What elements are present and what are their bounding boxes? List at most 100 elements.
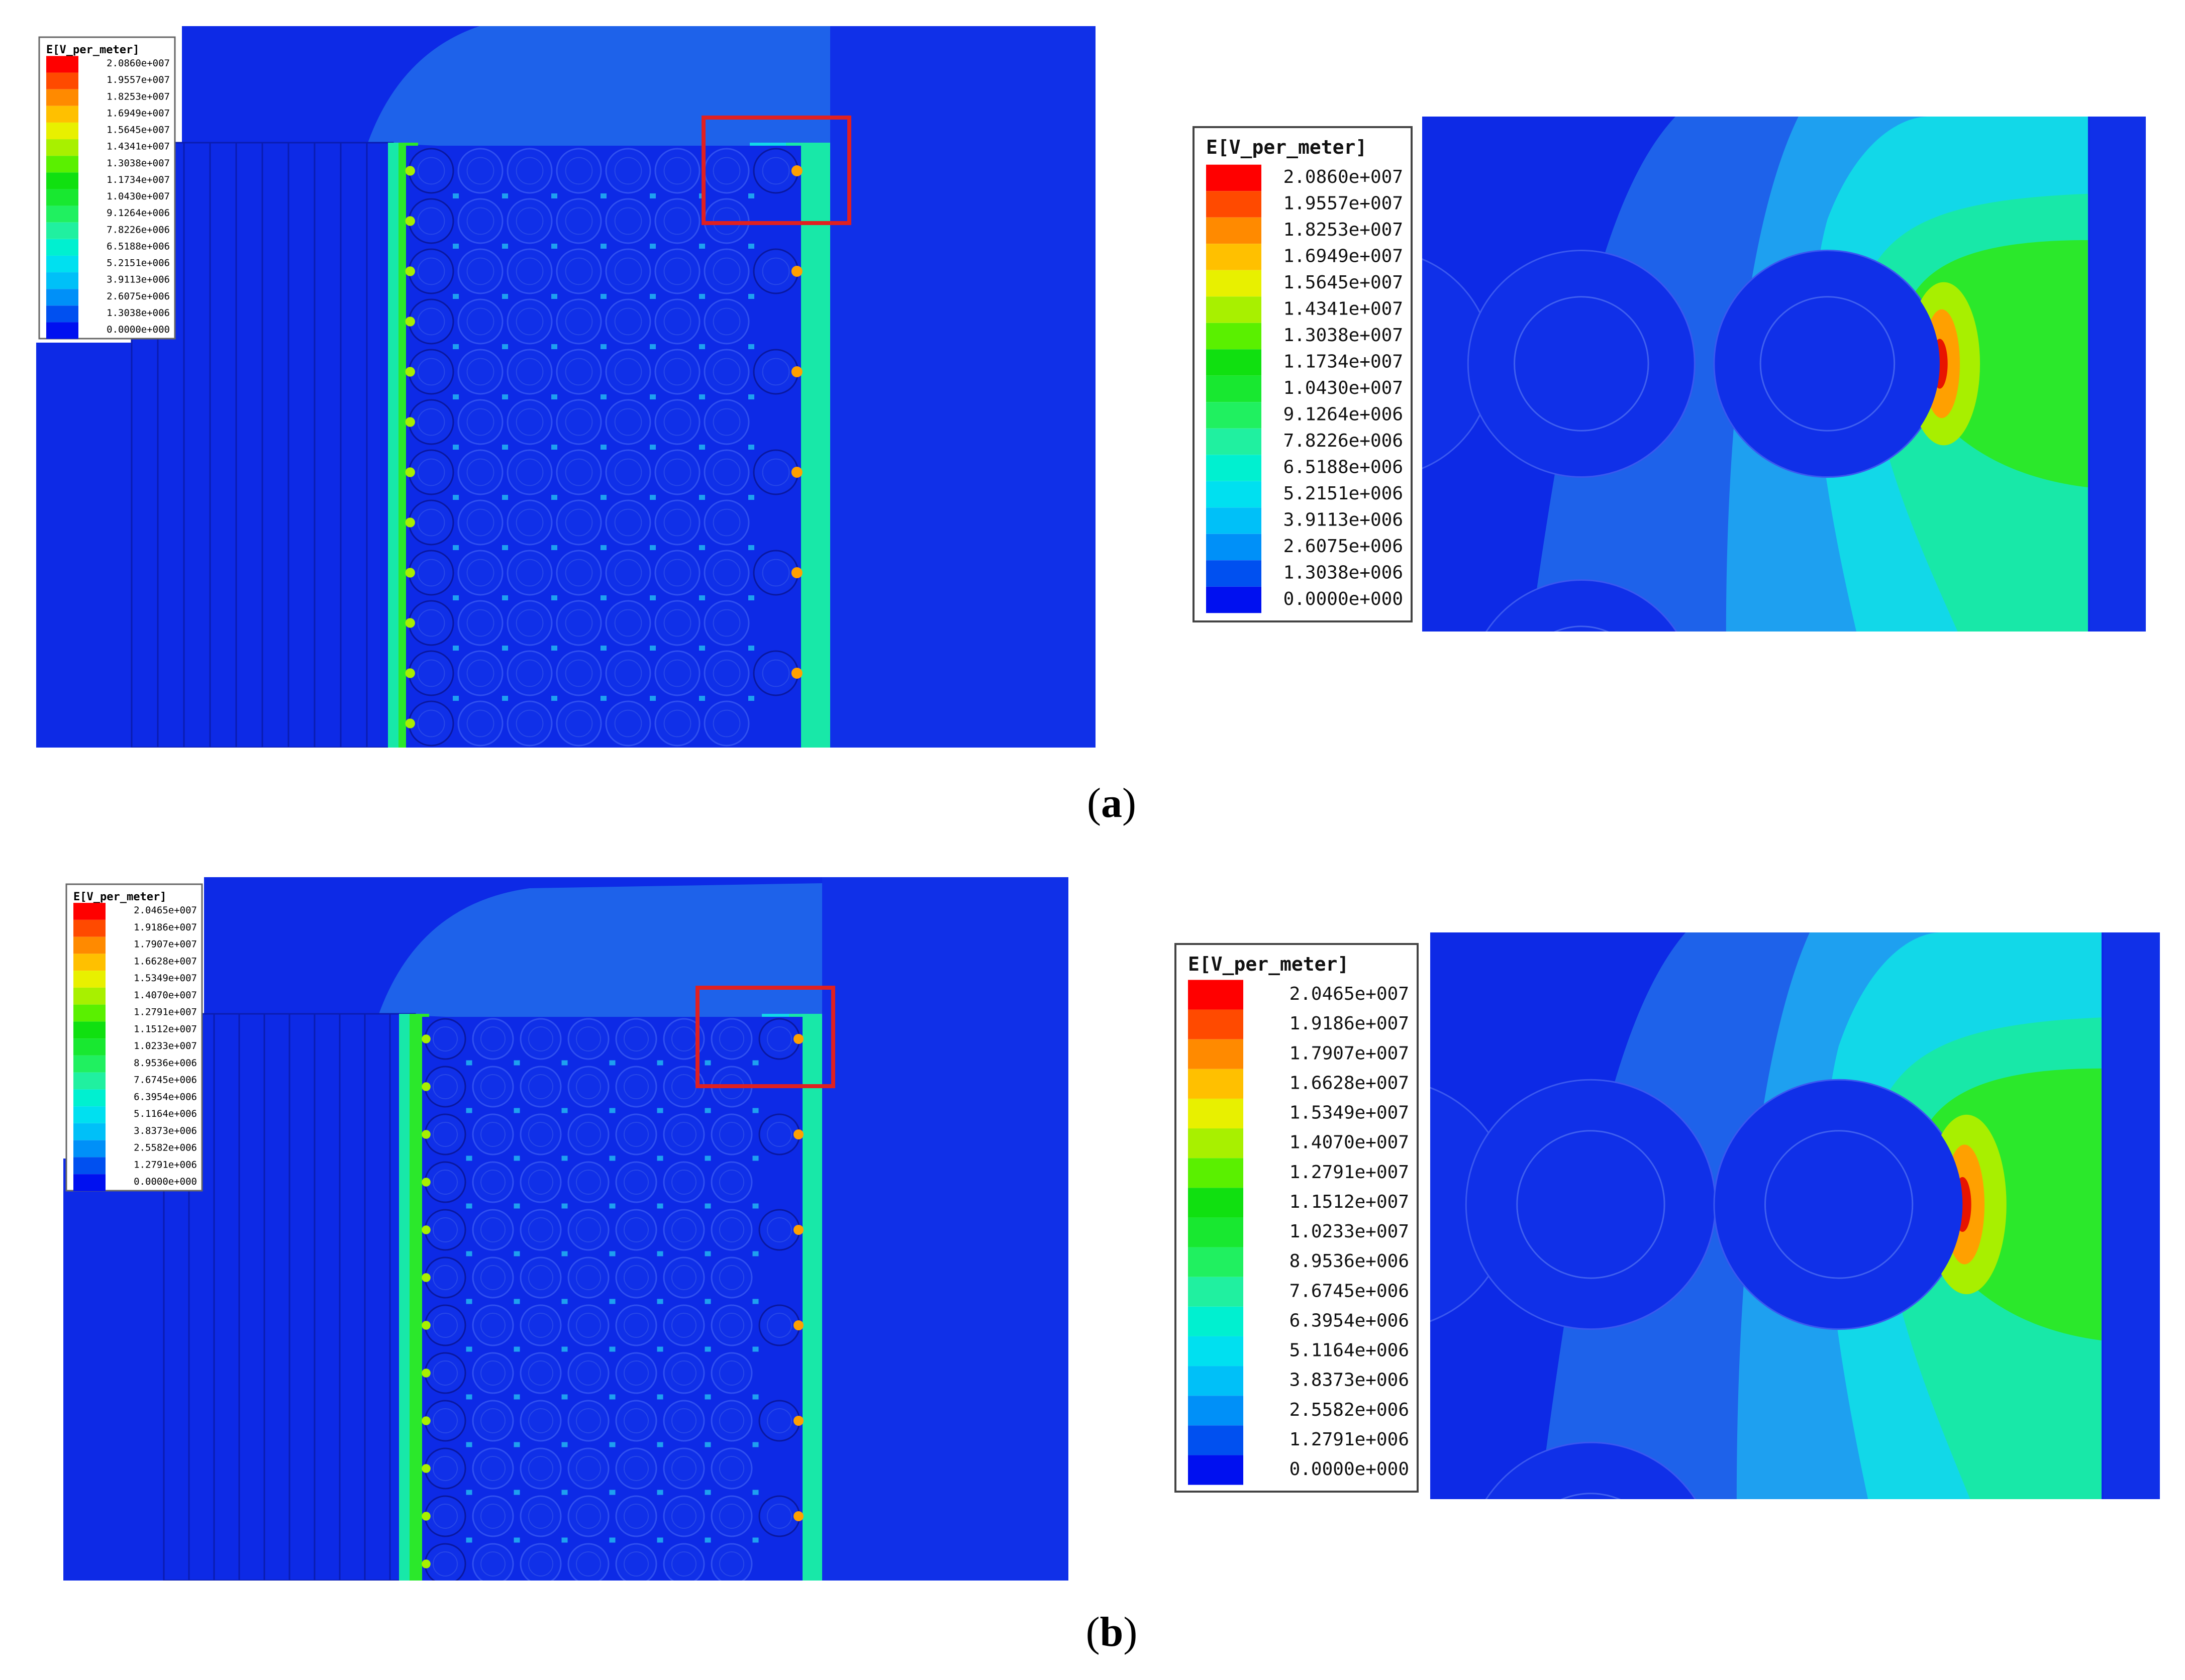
hotspot <box>422 1369 431 1378</box>
conductor <box>615 1066 657 1108</box>
conductor-core <box>614 609 642 637</box>
conductor <box>457 148 504 194</box>
conductor-core <box>614 207 642 235</box>
conductor <box>520 1256 562 1299</box>
hotspot <box>793 1129 804 1139</box>
upper-halo <box>368 26 830 163</box>
hotspot <box>793 1511 804 1521</box>
conductor-core <box>719 1504 744 1529</box>
legend-swatch <box>1188 1396 1243 1426</box>
mini-legend-value: 3.9113e+006 <box>107 274 170 285</box>
conductor-core <box>624 1122 649 1147</box>
conductor-core <box>466 709 494 738</box>
conductor <box>605 298 651 345</box>
gap-spot <box>657 1299 663 1304</box>
gap-spot <box>601 545 607 550</box>
conductor <box>711 1113 753 1156</box>
conductor-core <box>614 358 642 386</box>
conductor-core <box>576 1170 601 1195</box>
gap-spot <box>748 193 754 198</box>
mini-legend-value: 1.9557e+007 <box>107 74 170 85</box>
gap-spot <box>514 1490 520 1495</box>
conductor-core <box>433 1551 458 1577</box>
legend-value: 1.3038e+007 <box>1283 325 1403 346</box>
conductor <box>457 449 504 495</box>
conductor <box>472 1304 514 1346</box>
conductor <box>457 600 504 646</box>
conductor-core <box>480 1504 506 1529</box>
conductor-inner <box>1514 296 1649 432</box>
legend-value: 5.1164e+006 <box>1289 1340 1409 1361</box>
highlight-box <box>702 116 851 225</box>
conductor-core <box>565 157 593 185</box>
conductor-core <box>663 709 691 738</box>
gap-spot <box>453 294 459 299</box>
conductor <box>663 1018 705 1060</box>
conductor <box>567 1543 610 1581</box>
conductor <box>520 1352 562 1394</box>
conductor-core <box>576 1504 601 1529</box>
gap-spot <box>466 1442 472 1447</box>
conductor-core <box>614 157 642 185</box>
conductor-core <box>417 458 445 486</box>
conductor-core <box>671 1170 697 1195</box>
conductor-core <box>516 659 544 687</box>
caption-a-label: a <box>1101 780 1122 826</box>
gap-spot <box>657 1251 663 1256</box>
gap-spot <box>551 545 557 550</box>
legend-value: 1.8253e+007 <box>1283 220 1403 240</box>
legend-swatch <box>1206 323 1261 350</box>
conductor <box>654 148 701 194</box>
gap-spot <box>657 1156 663 1161</box>
conductor <box>663 1447 705 1490</box>
conductor-core <box>663 508 691 537</box>
conductor <box>711 1304 753 1346</box>
conductor <box>704 449 750 495</box>
mini-legend-value: 1.5349e+007 <box>134 973 197 984</box>
gap-spot <box>502 495 508 500</box>
conductor-core <box>671 1456 697 1481</box>
conductor-core <box>767 1408 792 1433</box>
conductor-core <box>624 1408 649 1433</box>
legend-value: 7.6745e+006 <box>1289 1281 1409 1301</box>
gap-spot <box>466 1490 472 1495</box>
gap-spot <box>502 445 508 450</box>
conductor-core <box>480 1122 506 1147</box>
legend-swatch <box>1206 270 1261 297</box>
conductor-core <box>624 1313 649 1338</box>
hotspot <box>405 317 415 327</box>
mini-legend-swatch <box>46 156 78 173</box>
mini-legend-value: 2.0465e+007 <box>134 905 197 916</box>
gap-spot <box>705 1060 711 1066</box>
gap-spot <box>609 1442 616 1447</box>
conductor-core <box>624 1170 649 1195</box>
gap-spot <box>466 1203 472 1209</box>
legend-value: 1.1734e+007 <box>1283 352 1403 372</box>
zoom-plot-a <box>1422 117 2146 632</box>
legend-value: 9.1264e+006 <box>1283 404 1403 425</box>
legend-value: 1.5645e+007 <box>1283 272 1403 293</box>
gap-spot <box>601 344 607 349</box>
conductor <box>424 1400 466 1442</box>
gap-spot <box>551 646 557 651</box>
conductor-core <box>516 408 544 436</box>
conductor-core <box>480 1360 506 1386</box>
conductor <box>472 1161 514 1203</box>
conductor-core <box>614 559 642 587</box>
hotspot <box>405 668 415 678</box>
gap-spot <box>561 1346 568 1352</box>
legend-value: 0.0000e+000 <box>1283 589 1403 609</box>
gap-spot <box>601 445 607 450</box>
gap-spot <box>514 1537 520 1543</box>
gap-spot <box>502 344 508 349</box>
lamination-strip <box>287 142 316 748</box>
mini-legend-swatch <box>46 106 78 123</box>
gap-spot <box>551 244 557 249</box>
gap-spot <box>601 394 607 399</box>
legend-value: 5.2151e+006 <box>1283 483 1403 504</box>
gap-spot <box>466 1537 472 1543</box>
gap-spot <box>551 193 557 198</box>
gap-spot <box>705 1108 711 1113</box>
mini-legend-swatch <box>46 172 78 189</box>
conductor-core <box>762 157 790 185</box>
